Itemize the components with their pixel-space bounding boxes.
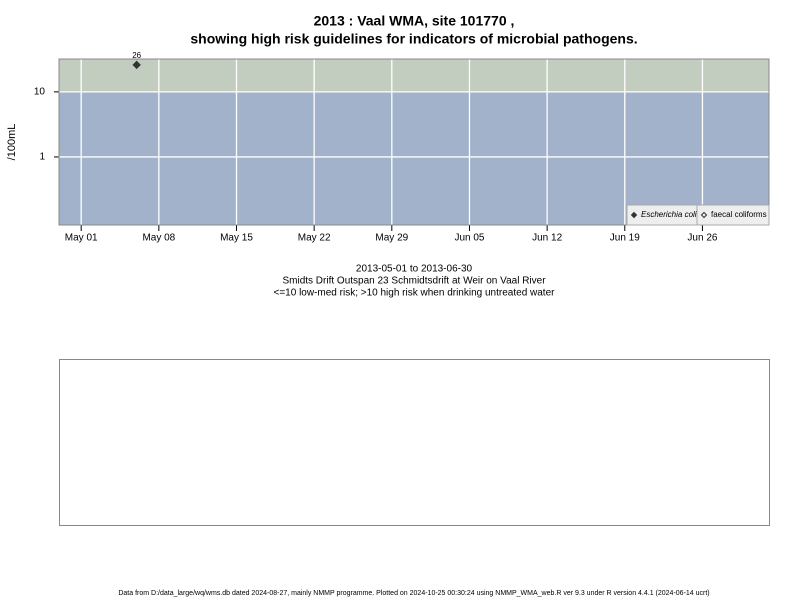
x-tick-label: May 29	[375, 233, 408, 244]
footer: Data from D:/data_large/wq/wms.db dated …	[118, 590, 709, 597]
legend-marker	[700, 211, 708, 219]
legend-label: faecal coliforms	[711, 210, 767, 219]
high-risk-band	[59, 59, 769, 92]
x-tick-label: Jun 26	[687, 233, 717, 244]
x-tick-label: Jun 05	[454, 233, 484, 244]
caption: <=10 low-med risk; >10 high risk when dr…	[274, 288, 556, 299]
y-tick-label: 10	[34, 87, 46, 98]
y-tick-label: 1	[39, 152, 45, 163]
chart-title: 2013 : Vaal WMA, site 101770 ,	[314, 13, 515, 29]
chart-subtitle: showing high risk guidelines for indicat…	[190, 31, 637, 47]
legend-marker	[630, 211, 638, 219]
y-axis-label: /100mL	[6, 124, 18, 161]
data-point	[132, 60, 141, 70]
legend-box	[626, 204, 770, 226]
empty-panel	[59, 359, 770, 526]
legend-label: Escherichia coli	[641, 210, 697, 219]
x-tick-label: May 01	[65, 233, 98, 244]
low-risk-band	[59, 91, 769, 225]
x-tick-label: May 15	[220, 233, 253, 244]
x-tick-label: May 22	[298, 233, 331, 244]
data-label: 26	[132, 51, 141, 60]
x-tick-label: Jun 12	[532, 233, 562, 244]
x-tick-label: May 08	[142, 233, 175, 244]
plot-frame	[58, 58, 770, 226]
caption: Smidts Drift Outspan 23 Schmidtsdrift at…	[282, 276, 546, 287]
x-tick-label: Jun 19	[610, 233, 640, 244]
caption: 2013-05-01 to 2013-06-30	[356, 264, 473, 275]
